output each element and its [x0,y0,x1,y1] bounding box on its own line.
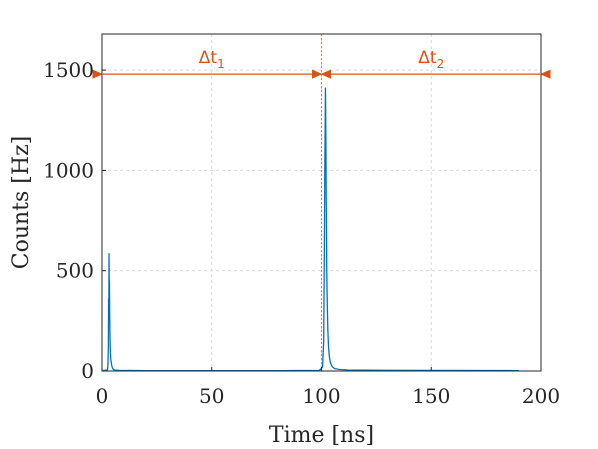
axes-ticks: 0 50 100 150 200 0 500 1000 1500 [43,58,560,408]
y-tick-label: 0 [81,359,94,383]
interval-label-sub: 2 [437,57,445,71]
y-tick-label: 500 [56,259,94,283]
interval-label-base: Δt [418,48,437,68]
y-tick-label: 1000 [43,158,94,182]
x-tick-label: 0 [96,384,109,408]
y-axis-title: Counts [Hz] [9,136,34,269]
x-tick-label: 200 [522,384,560,408]
interval-label: Δt2 [418,48,444,71]
x-tick-label: 150 [412,384,450,408]
x-axis-title: Time [ns] [269,423,374,448]
interval-label-sub: 1 [217,57,225,71]
y-tick-label: 1500 [43,58,94,82]
series-layer [101,87,520,372]
interval-label: Δt1 [199,48,225,71]
interval-label-base: Δt [199,48,218,68]
x-tick-label: 50 [199,384,224,408]
annotation-layer: Δt1 Δt2 [92,48,551,79]
series-line [101,87,520,372]
x-tick-label: 100 [302,384,340,408]
